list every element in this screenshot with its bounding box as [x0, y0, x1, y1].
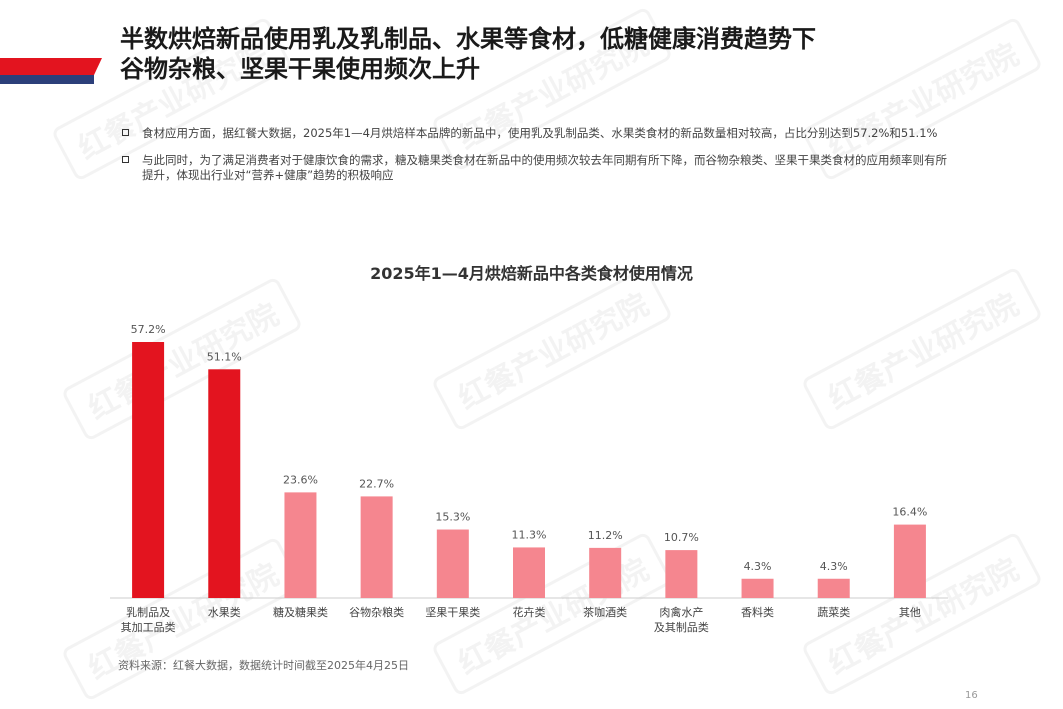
bar	[208, 369, 241, 598]
bar	[817, 578, 850, 598]
category-label: 花卉类	[513, 605, 546, 619]
bullet-square-icon	[122, 129, 129, 136]
page-title-line1: 半数烘焙新品使用乳及乳制品、水果等食材，低糖健康消费趋势下	[120, 25, 816, 53]
category-label: 谷物杂粮类	[349, 605, 404, 619]
data-label: 51.1%	[207, 350, 242, 363]
bullet-square-icon	[122, 156, 129, 163]
data-label: 15.3%	[435, 511, 470, 524]
data-label: 11.2%	[588, 529, 623, 542]
category-label: 其他	[899, 606, 921, 619]
category-label: 肉禽水产及其制品类	[654, 605, 709, 634]
category-label: 坚果干果类	[425, 605, 480, 619]
source-note: 资料来源：红餐大数据，数据统计时间截至2025年4月25日	[118, 659, 409, 672]
page-title: 半数烘焙新品使用乳及乳制品、水果等食材，低糖健康消费趋势下 谷物杂粮、坚果干果使…	[120, 24, 1020, 84]
header-accent-bar	[0, 58, 94, 75]
bullet-list: 食材应用方面，据红餐大数据，2025年1—4月烘焙样本品牌的新品中，使用乳及乳制…	[120, 126, 950, 195]
bar	[513, 547, 545, 598]
category-label: 香料类	[741, 605, 774, 619]
category-label: 茶咖酒类	[583, 605, 627, 619]
data-label: 4.3%	[744, 560, 772, 573]
category-label: 乳制品及其加工品类	[121, 606, 176, 634]
chart-title: 2025年1—4月烘焙新品中各类食材使用情况	[370, 264, 693, 283]
data-label: 16.4%	[892, 506, 927, 519]
bar	[741, 578, 774, 598]
page-title-line2: 谷物杂粮、坚果干果使用频次上升	[120, 55, 480, 83]
bar	[665, 550, 698, 598]
bar	[360, 496, 393, 598]
bar	[589, 547, 622, 598]
data-label: 23.6%	[283, 473, 318, 486]
data-label: 4.3%	[820, 560, 848, 573]
bar	[436, 529, 469, 598]
header-accent-tip	[94, 58, 102, 75]
category-label: 糖及糖果类	[273, 605, 328, 619]
category-label: 蔬菜类	[817, 605, 850, 619]
data-label: 11.3%	[512, 528, 547, 541]
bullet-text: 与此同时，为了满足消费者对于健康饮食的需求，糖及糖果类食材在新品中的使用频次较去…	[142, 153, 947, 182]
bar	[132, 342, 165, 598]
bar	[284, 492, 317, 598]
data-label: 57.2%	[131, 323, 166, 336]
data-label: 10.7%	[664, 531, 699, 544]
bullet-item: 与此同时，为了满足消费者对于健康饮食的需求，糖及糖果类食材在新品中的使用频次较去…	[120, 153, 950, 183]
page-number: 16	[965, 690, 978, 701]
category-label: 水果类	[208, 605, 241, 619]
bar	[893, 524, 926, 598]
data-label: 22.7%	[359, 477, 394, 490]
header-accent-stripe	[0, 75, 94, 84]
bullet-item: 食材应用方面，据红餐大数据，2025年1—4月烘焙样本品牌的新品中，使用乳及乳制…	[120, 126, 950, 141]
bullet-text: 食材应用方面，据红餐大数据，2025年1—4月烘焙样本品牌的新品中，使用乳及乳制…	[142, 126, 938, 140]
